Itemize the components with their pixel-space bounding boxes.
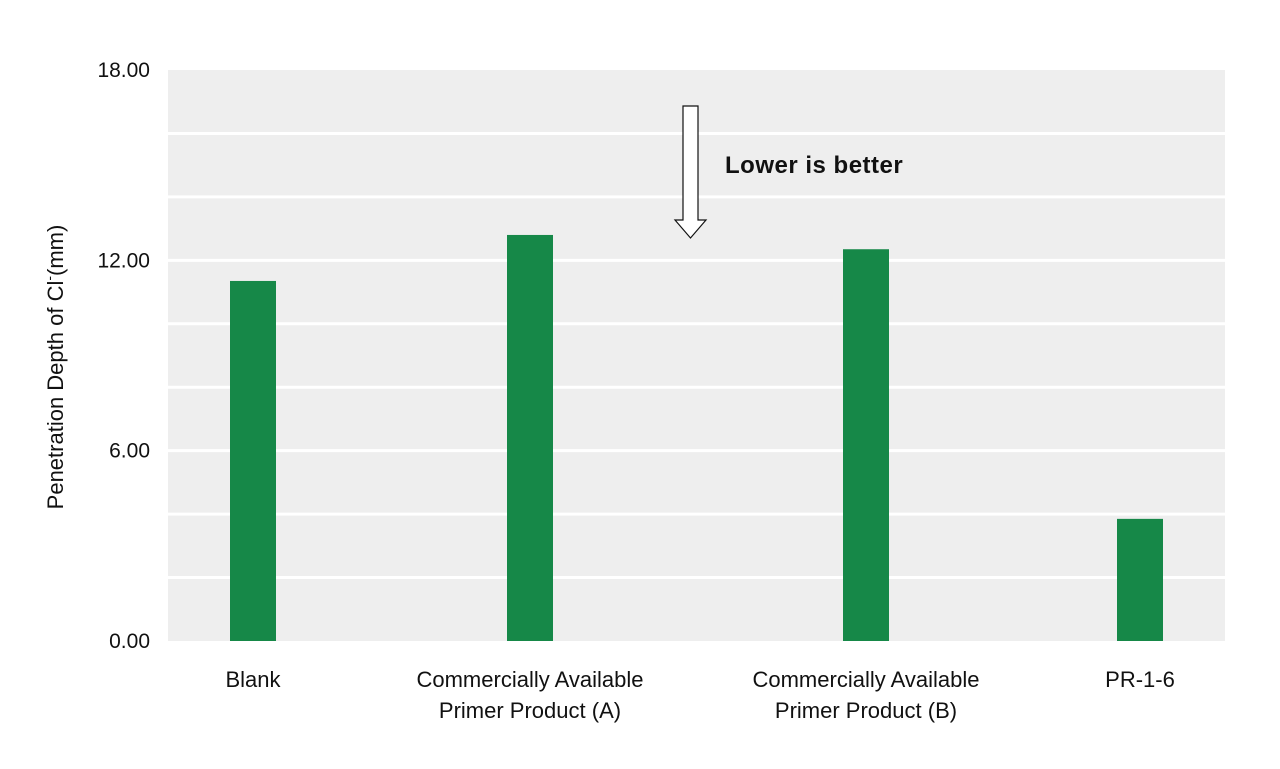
x-category-label-line: Primer Product (A) xyxy=(439,698,621,723)
x-category-label: Commercially Available Primer Product (B) xyxy=(752,667,979,723)
y-tick-label: 0.00 xyxy=(109,630,150,653)
y-axis-label-main: Penetration Depth of Cl xyxy=(43,281,68,510)
x-category-label-line: Blank xyxy=(225,667,281,692)
y-tick-labels: 0.00 6.00 12.00 18.00 xyxy=(97,59,150,653)
y-axis-label: Penetration Depth of Cl-(mm) xyxy=(41,225,68,510)
y-tick-label: 12.00 xyxy=(97,249,150,272)
y-axis-label-unit: (mm) xyxy=(43,225,68,276)
bar xyxy=(230,280,276,641)
annotation-lower-is-better: Lower is better xyxy=(725,152,903,179)
y-tick-label: 18.00 xyxy=(97,59,150,82)
x-category-label-line: PR-1-6 xyxy=(1105,667,1175,692)
grid-lines xyxy=(168,131,1225,580)
y-axis-label-superscript: - xyxy=(41,276,57,281)
bar xyxy=(507,234,553,641)
x-category-label: Blank xyxy=(225,667,281,692)
bar xyxy=(1117,518,1163,641)
bar xyxy=(843,249,889,641)
x-category-label-line: Commercially Available xyxy=(416,667,643,692)
bars xyxy=(230,234,1163,641)
x-category-label: PR-1-6 xyxy=(1105,667,1175,692)
down-arrow-icon xyxy=(673,105,708,239)
y-tick-label: 6.00 xyxy=(109,440,150,463)
x-category-label: Commercially Available Primer Product (A) xyxy=(416,667,643,723)
x-category-label-line: Commercially Available xyxy=(752,667,979,692)
x-category-label-line: Primer Product (B) xyxy=(775,698,957,723)
x-category-labels: Blank Commercially Available Primer Produc… xyxy=(225,667,1174,723)
